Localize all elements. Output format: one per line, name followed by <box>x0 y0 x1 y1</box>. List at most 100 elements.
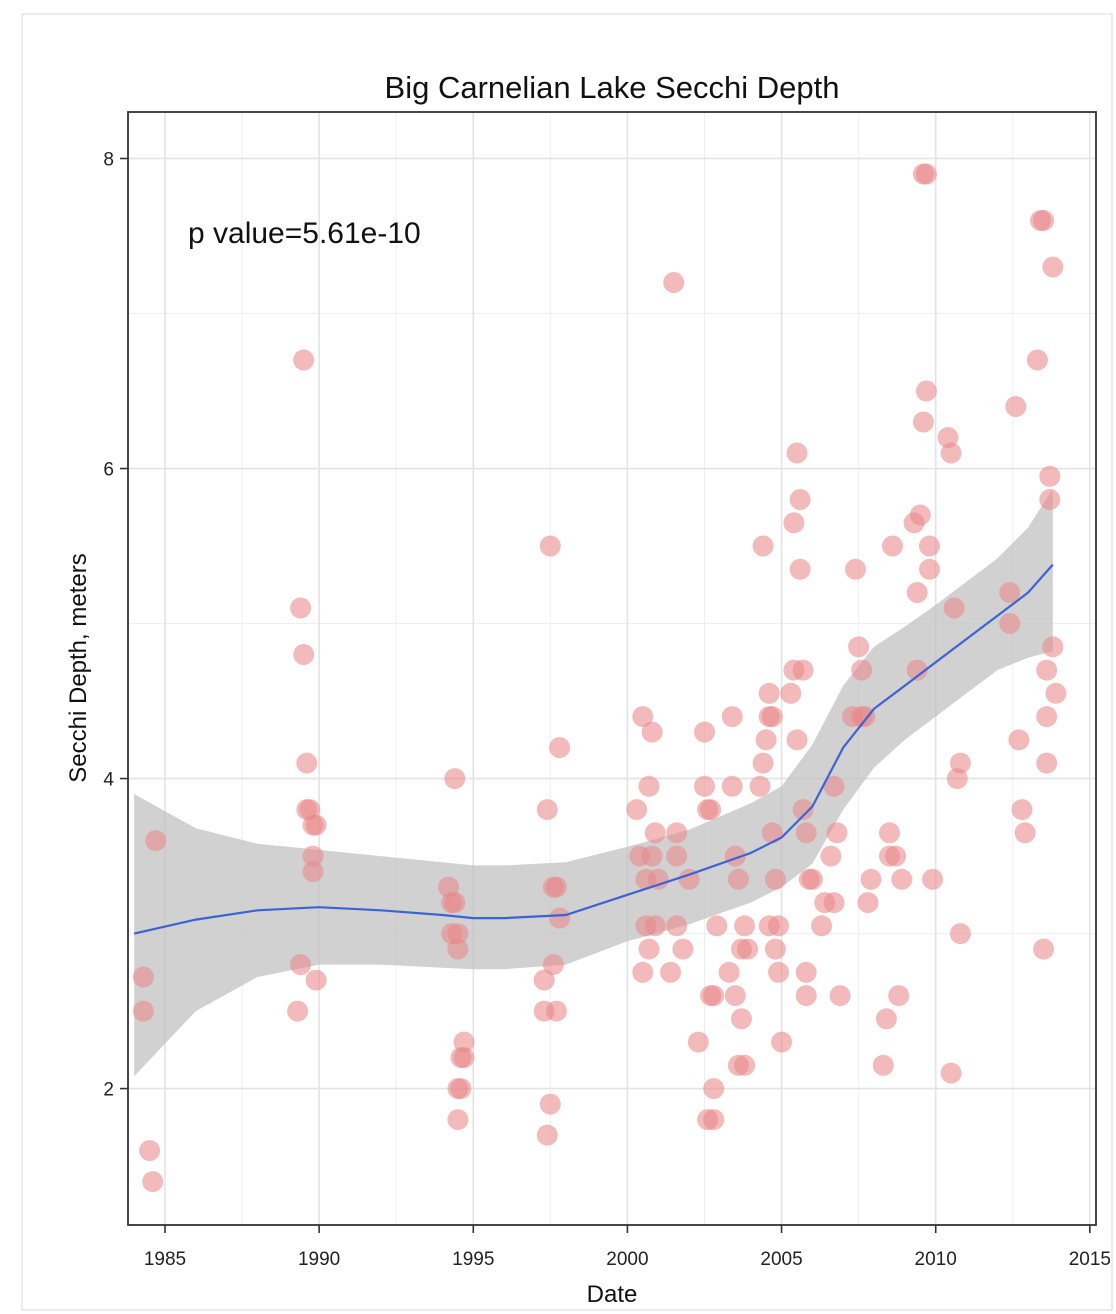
data-point <box>724 985 746 1007</box>
data-point <box>912 411 934 433</box>
data-point <box>734 1054 756 1076</box>
data-point <box>290 954 312 976</box>
data-point <box>453 1047 475 1069</box>
data-point <box>795 822 817 844</box>
data-point <box>731 1008 752 1030</box>
data-point <box>820 845 842 867</box>
x-axis-title: Date <box>587 1281 638 1308</box>
data-point <box>780 682 802 704</box>
data-point <box>851 659 873 681</box>
data-point <box>771 1031 793 1053</box>
data-point <box>644 915 666 937</box>
confidence-band-layer <box>134 488 1053 1077</box>
data-point <box>290 597 312 619</box>
data-point <box>293 644 315 665</box>
data-point <box>823 892 845 914</box>
data-point <box>792 799 814 821</box>
data-point <box>919 558 940 580</box>
smooth-trend-line <box>133 563 1054 935</box>
data-point <box>857 892 879 914</box>
data-point <box>539 535 561 557</box>
data-point <box>768 961 789 983</box>
x-tick-label: 2005 <box>760 1249 802 1270</box>
data-point <box>789 558 811 580</box>
data-point <box>915 163 937 185</box>
data-point <box>860 868 882 890</box>
data-point <box>641 721 663 743</box>
data-point <box>444 768 466 790</box>
data-point <box>758 682 780 704</box>
data-point <box>875 1008 897 1030</box>
data-point <box>786 442 808 464</box>
data-point <box>999 613 1021 634</box>
data-point <box>1036 706 1058 728</box>
data-point <box>906 582 928 603</box>
data-point <box>764 868 786 890</box>
data-point <box>888 985 910 1007</box>
data-point <box>922 868 944 890</box>
data-point <box>718 961 740 983</box>
data-point <box>1045 682 1067 704</box>
data-point <box>638 775 660 797</box>
data-point <box>672 938 694 960</box>
data-point <box>287 1000 309 1022</box>
data-point <box>940 442 962 464</box>
data-point <box>533 969 555 991</box>
data-point <box>1036 752 1058 774</box>
data-point <box>703 985 725 1007</box>
data-point <box>885 845 907 867</box>
data-point <box>721 706 743 728</box>
data-point <box>666 822 688 844</box>
data-point <box>536 799 558 821</box>
data-point <box>823 775 845 797</box>
data-point <box>641 845 663 867</box>
data-point <box>447 1109 469 1131</box>
y-tick-label: 2 <box>103 1080 114 1101</box>
data-point <box>949 923 971 945</box>
data-point <box>305 814 327 836</box>
data-point <box>1042 256 1064 278</box>
data-point <box>647 868 669 890</box>
data-point <box>632 961 654 983</box>
data-point <box>786 729 808 751</box>
plot-panel-border <box>127 111 1097 1226</box>
data-point <box>536 1124 558 1146</box>
y-tick-label: 4 <box>103 770 114 791</box>
data-point <box>734 915 756 937</box>
data-point <box>293 349 315 371</box>
data-point <box>687 1031 709 1053</box>
data-point <box>891 868 913 890</box>
data-point <box>768 915 789 937</box>
data-point <box>678 868 700 890</box>
data-point <box>1005 396 1027 417</box>
data-point <box>795 985 817 1007</box>
data-point <box>909 504 931 526</box>
data-point <box>755 729 777 751</box>
data-point <box>1033 938 1055 960</box>
data-point <box>811 915 833 937</box>
data-point <box>1036 659 1058 681</box>
data-point <box>546 1000 567 1022</box>
chart-title: Big Carnelian Lake Secchi Depth <box>385 70 840 105</box>
data-point <box>789 489 811 510</box>
data-point <box>845 558 866 580</box>
data-point <box>694 775 715 797</box>
data-point <box>666 915 688 937</box>
data-point <box>783 512 805 534</box>
data-point <box>1014 822 1036 844</box>
data-point <box>132 1000 154 1022</box>
y-tick-label: 6 <box>103 460 114 481</box>
data-point <box>142 1171 164 1193</box>
outer-frame <box>21 13 1113 1311</box>
data-point <box>626 799 648 821</box>
data-point <box>539 1093 561 1115</box>
data-point <box>792 659 814 681</box>
data-point <box>542 954 564 976</box>
x-tick-label: 2000 <box>606 1249 648 1270</box>
data-point <box>764 938 786 960</box>
data-point <box>1039 489 1061 510</box>
data-point <box>1008 729 1030 751</box>
data-point <box>752 535 774 557</box>
